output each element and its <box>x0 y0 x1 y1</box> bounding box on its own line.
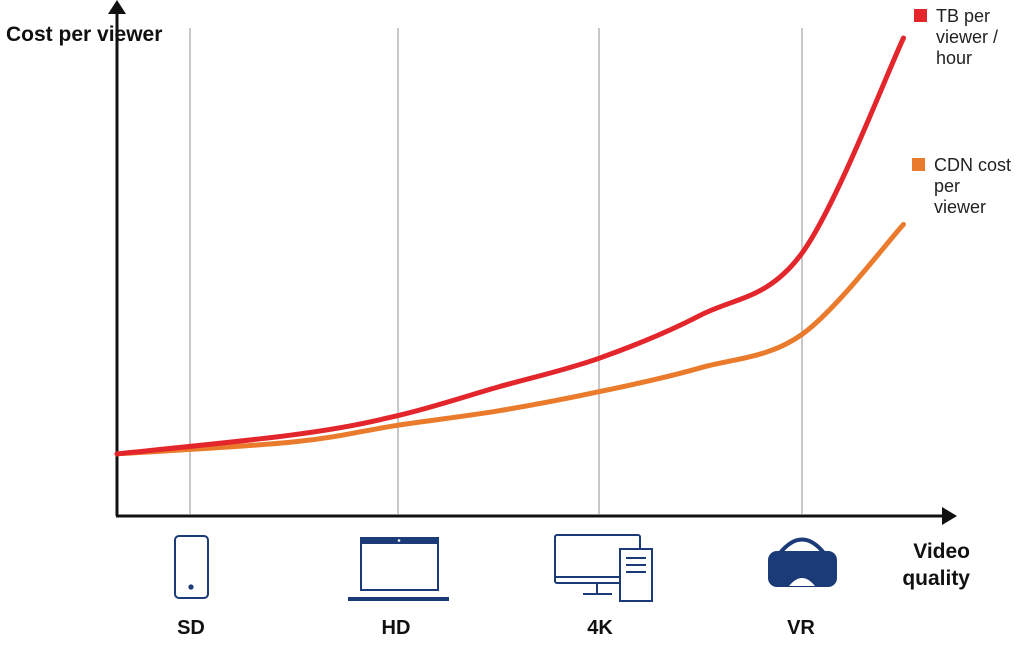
legend-label-cdn: CDN cost per viewer <box>934 155 1012 217</box>
category-label-vr: VR <box>787 617 815 639</box>
smartphone-icon <box>174 535 209 599</box>
x-axis-label: Video quality <box>902 540 970 590</box>
desktop-computer-icon <box>554 534 653 602</box>
vr-headset-icon <box>768 537 837 587</box>
legend-swatch-cdn <box>912 158 925 171</box>
grid-lines <box>189 28 803 514</box>
category-label-hd: HD <box>381 617 411 639</box>
series-line-cdn-cost <box>114 221 906 457</box>
y-axis-arrow <box>108 0 126 14</box>
series-lines <box>114 35 906 457</box>
category-label-sd: SD <box>177 617 205 639</box>
y-axis-label: Cost per viewer <box>6 23 163 46</box>
legend-label-tb: TB per viewer / hour <box>936 6 999 68</box>
series-line-tb-per-viewer <box>114 35 906 457</box>
category-label-4k: 4K <box>587 617 613 639</box>
laptop-icon <box>348 537 449 601</box>
legend-swatch-tb <box>914 9 927 22</box>
x-axis-arrow <box>942 507 957 525</box>
